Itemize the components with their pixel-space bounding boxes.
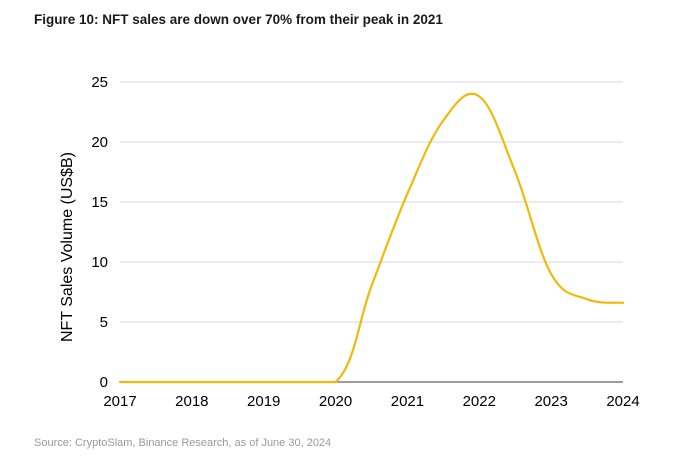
- x-tick-label: 2024: [606, 393, 639, 410]
- y-tick-label: 5: [100, 314, 108, 331]
- x-tick-label: 2018: [175, 393, 208, 410]
- series-layer: [118, 92, 625, 384]
- y-tick-label: 0: [100, 374, 108, 391]
- source-note: Source: CryptoSlam, Binance Research, as…: [34, 437, 332, 449]
- y-axis-title: NFT Sales Volume (US$B): [59, 152, 76, 342]
- x-tick-label: 2020: [319, 393, 352, 410]
- y-tick-label: 25: [91, 74, 108, 91]
- series-line: [118, 92, 625, 384]
- x-tick-label: 2019: [247, 393, 280, 410]
- y-tick-label: 15: [91, 194, 108, 211]
- y-tick-label: 20: [91, 134, 108, 151]
- figure-title: Figure 10: NFT sales are down over 70% f…: [34, 12, 443, 27]
- tick-labels: 0 5 10 15 20 25 2017 2018 2019 2020 2021 2022 2023 20…: [91, 74, 639, 410]
- x-tick-label: 2022: [463, 393, 496, 410]
- x-tick-label: 2021: [391, 393, 424, 410]
- y-tick-label: 10: [91, 254, 108, 271]
- gridlines: [120, 81, 623, 323]
- x-tick-label: 2023: [534, 393, 567, 410]
- x-tick-label: 2017: [103, 393, 136, 410]
